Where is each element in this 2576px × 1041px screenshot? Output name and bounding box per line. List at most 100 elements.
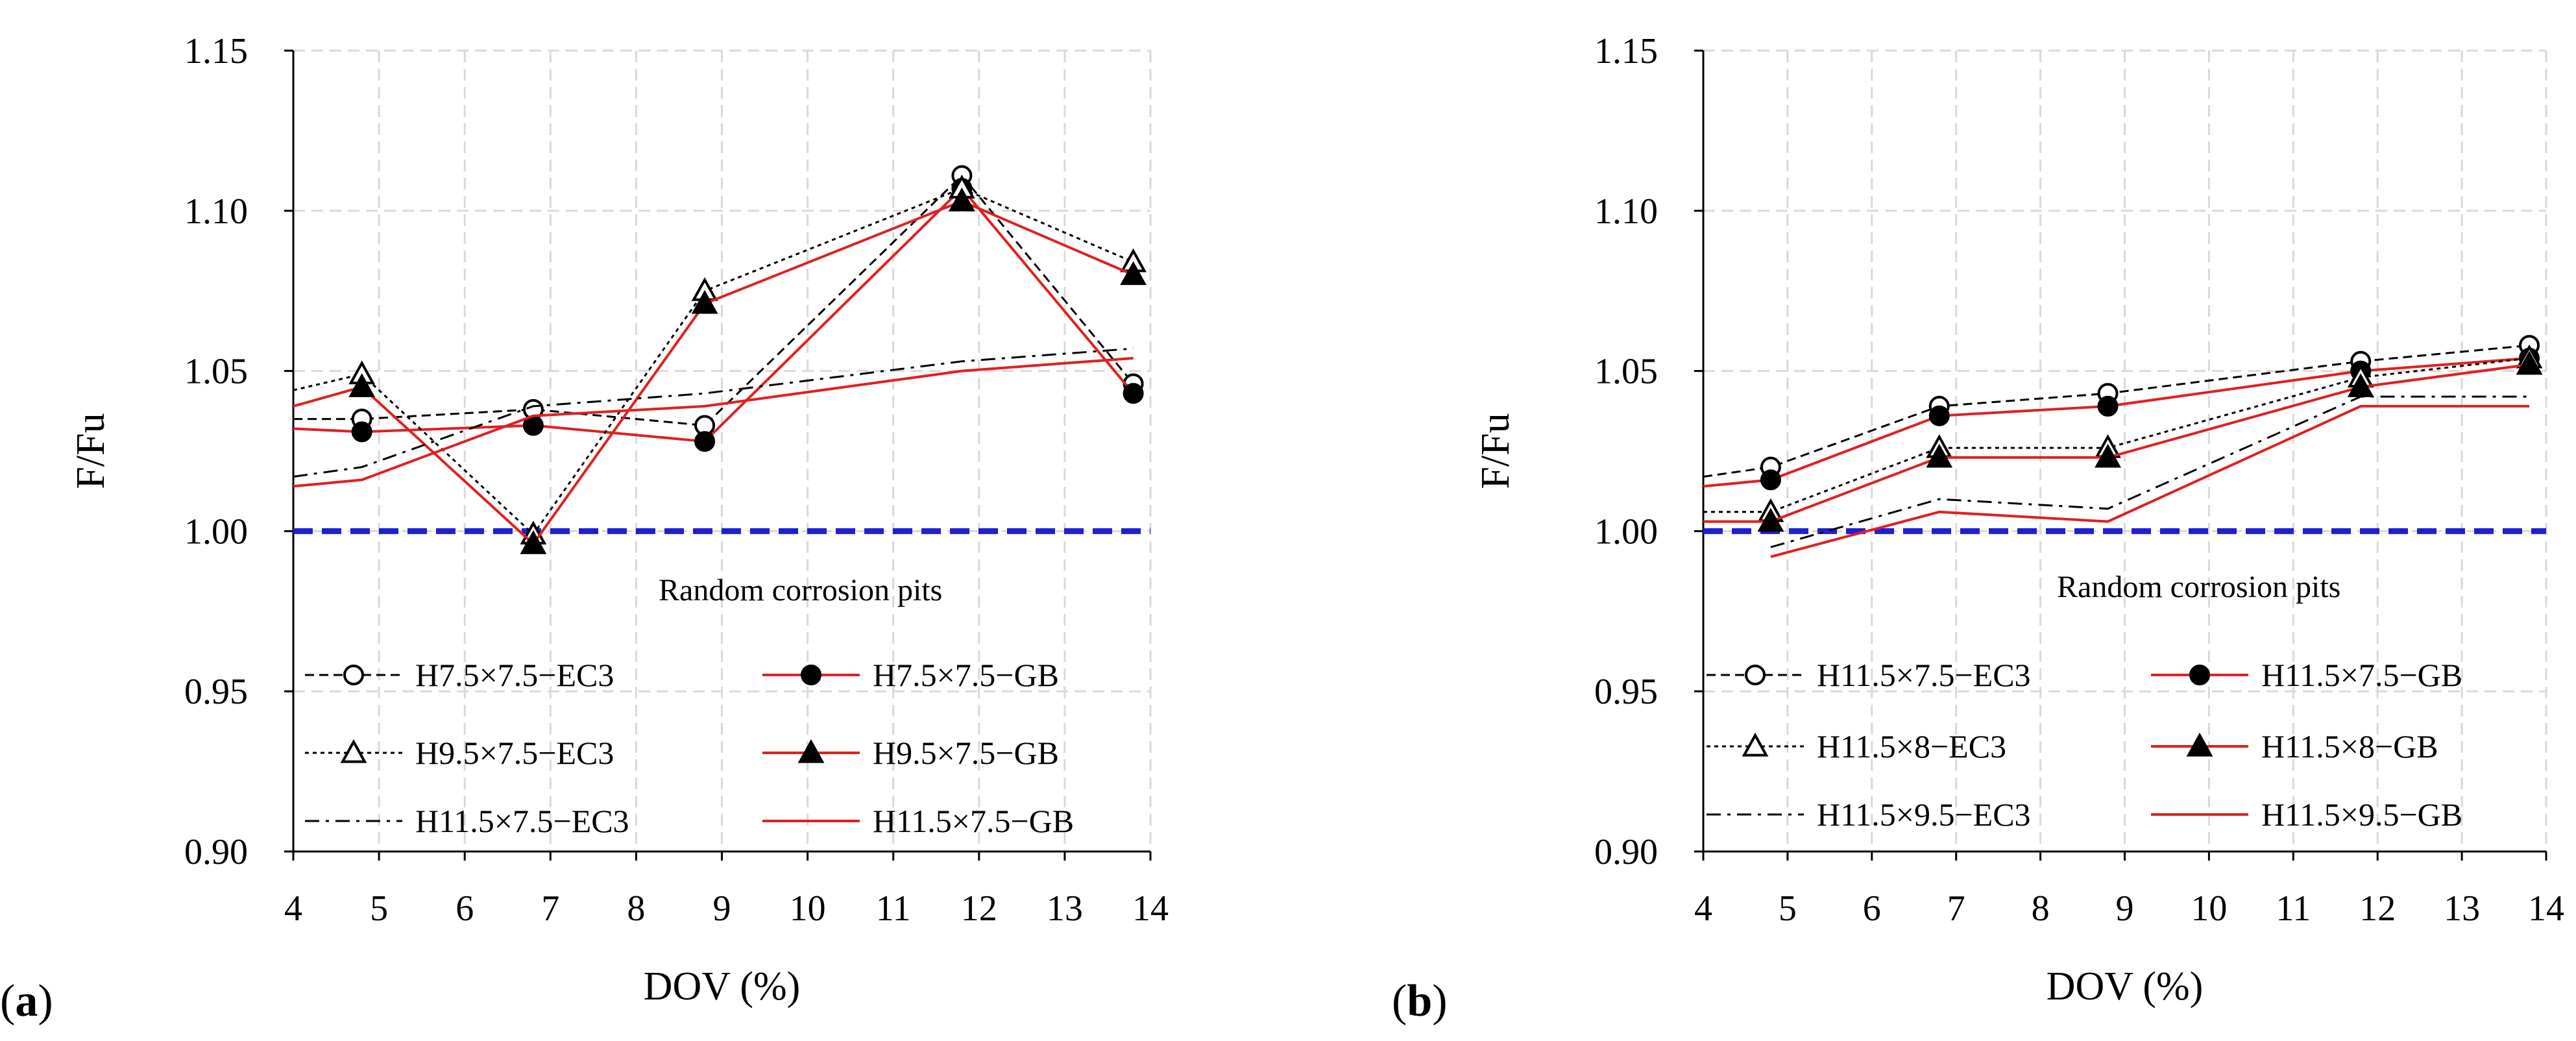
data-point [948,187,975,212]
data-point [348,373,376,397]
y-axis-title: F/Fu [1474,413,1518,489]
legend-marker [801,665,821,685]
data-point [2516,350,2543,375]
legend-label: H11.5×7.5−GB [2261,657,2462,693]
x-tick-label: 7 [541,888,559,929]
legend-marker [1745,665,1766,685]
series-4 [293,347,1134,478]
legend-item: H11.5×7.5−EC3 [1707,657,2031,693]
y-tick-label: 0.90 [1594,832,1658,872]
x-tick-label: 8 [627,888,645,929]
y-tick-label: 1.00 [1594,511,1658,552]
legend-label: H11.5×8−GB [2261,728,2438,765]
series-4 [1770,395,2530,548]
legend-marker [2186,732,2213,757]
series-3 [293,187,1147,554]
data-point [1757,508,1784,532]
legend-label: H9.5×7.5−EC3 [415,735,614,771]
series-line [293,347,1134,478]
data-point [1123,383,1144,404]
series-line [293,174,1134,427]
x-tick-label: 4 [1694,888,1712,929]
series-3 [1703,350,2543,532]
x-axis-title: DOV (%) [2047,964,2204,1009]
legend-label: H11.5×9.5−GB [2261,796,2462,833]
series-line [1770,395,2530,548]
y-tick-label: 1.15 [1594,31,1658,71]
legend-item: H9.5×7.5−EC3 [305,735,614,771]
x-tick-label: 4 [284,888,302,929]
series-2 [293,175,1147,545]
legend-marker [343,665,364,685]
x-tick-label: 14 [2528,888,2564,929]
series-line [293,187,1134,536]
x-tick-label: 14 [1132,888,1169,929]
x-tick-label: 6 [456,888,474,929]
x-tick-label: 12 [961,888,997,929]
series-2 [1703,344,2543,522]
x-tick-label: 9 [2116,888,2134,929]
series-0 [293,165,1144,436]
legend-item: H11.5×8−EC3 [1707,728,2006,765]
x-tick-label: 13 [1047,888,1083,929]
series-line [1703,344,2530,478]
series-line [1703,357,2530,513]
legend: H7.5×7.5−EC3 H7.5×7.5−GB H9.5×7.5−EC3 H9.5×… [305,657,1074,839]
series-line [293,199,1134,546]
gridlines [1703,49,2547,851]
annotation-text: Random corrosion pits [659,573,942,607]
legend-item: H11.5×8−GB [2151,728,2438,765]
legend-item: H11.5×9.5−EC3 [1707,796,2031,833]
x-tick-label: 12 [2359,888,2396,929]
legend-marker [340,739,367,763]
x-tick-label: 6 [1863,888,1881,929]
y-tick-label: 1.10 [1594,191,1658,232]
x-tick-label: 7 [1947,888,1965,929]
data-point [1120,261,1147,286]
x-tick-label: 11 [876,888,911,929]
x-tick-label: 13 [2444,888,2480,929]
legend-item: H7.5×7.5−EC3 [305,657,614,693]
legend-marker [797,739,825,763]
legend-label: H7.5×7.5−EC3 [415,657,614,693]
legend-label: H11.5×8−EC3 [1817,728,2006,765]
legend-item: H9.5×7.5−GB [762,735,1059,771]
series-5 [1770,404,2530,558]
data-point [351,421,372,443]
y-tick-label: 1.00 [184,511,248,552]
y-tick-label: 0.90 [184,832,248,872]
x-tick-label: 10 [790,888,826,929]
data-point [1928,405,1950,426]
legend-item: H7.5×7.5−GB [762,657,1059,693]
x-axis-title: DOV (%) [644,964,801,1009]
legend-item: H11.5×7.5−GB [762,803,1074,839]
legend-label: H11.5×9.5−EC3 [1817,796,2031,833]
legend-label: H11.5×7.5−EC3 [1817,657,2031,693]
panel-label: (a) [0,976,53,1026]
legend-item: H11.5×7.5−GB [2151,657,2462,693]
data-point [1760,469,1781,491]
panel-label: (b) [1392,976,1448,1026]
data-point [520,530,547,554]
series-line [1770,404,2530,558]
x-tick-label: 5 [370,888,388,929]
gridlines [293,49,1152,851]
y-tick-label: 0.95 [1594,672,1658,712]
y-tick-label: 1.05 [184,352,248,392]
series-line [293,356,1134,488]
legend-label: H9.5×7.5−GB [873,735,1059,771]
legend-label: H7.5×7.5−GB [873,657,1059,693]
x-tick-label: 10 [2191,888,2227,929]
series-line [293,186,1135,443]
x-tick-label: 9 [713,888,731,929]
y-axis-title: F/Fu [69,413,113,489]
legend-item: H11.5×9.5−GB [2151,796,2462,833]
series-line [1703,363,2530,523]
data-point [691,289,718,314]
x-tick-label: 8 [2032,888,2050,929]
series-1 [293,178,1144,452]
legend-item: H11.5×7.5−EC3 [305,803,629,839]
legend-marker [1742,732,1769,757]
series-5 [293,356,1134,488]
data-point [1926,443,1953,468]
